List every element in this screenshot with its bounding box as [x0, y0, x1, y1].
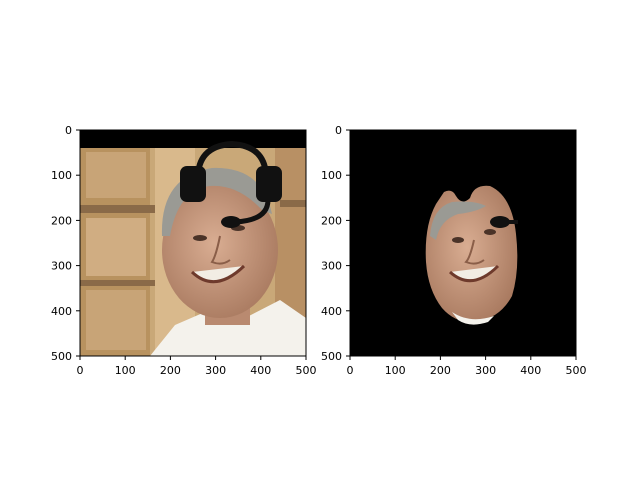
y-tick-label: 200 — [321, 214, 342, 227]
y-tick-label: 0 — [335, 124, 342, 137]
x-tick-label: 200 — [160, 364, 181, 377]
x-tick-label: 200 — [430, 364, 451, 377]
x-tick-label: 400 — [250, 364, 271, 377]
axis-ticks: 0 100 200 300 400 500 0 100 200 300 400 500 0 100 200 3… — [51, 124, 587, 377]
x-tick-label: 500 — [566, 364, 587, 377]
y-tick-label: 300 — [321, 260, 342, 273]
segmented-image — [350, 130, 576, 356]
photo-image — [80, 130, 306, 356]
x-tick-label: 400 — [520, 364, 541, 377]
axes-2 — [349, 129, 577, 357]
y-tick-label: 500 — [51, 350, 72, 363]
axes-1-frame — [79, 129, 307, 357]
x-tick-label: 0 — [77, 364, 84, 377]
x-tick-label: 100 — [115, 364, 136, 377]
axes-1 — [79, 129, 307, 357]
y-tick-label: 500 — [321, 350, 342, 363]
x-tick-label: 300 — [475, 364, 496, 377]
axes-2-frame — [349, 129, 577, 357]
y-tick-label: 100 — [51, 169, 72, 182]
y-tick-label: 200 — [51, 214, 72, 227]
y-tick-label: 100 — [321, 169, 342, 182]
y-tick-label: 400 — [51, 305, 72, 318]
x-tick-label: 300 — [205, 364, 226, 377]
x-tick-label: 100 — [385, 364, 406, 377]
y-tick-label: 400 — [321, 305, 342, 318]
x-tick-label: 0 — [347, 364, 354, 377]
y-tick-label: 0 — [65, 124, 72, 137]
x-tick-label: 500 — [296, 364, 317, 377]
y-tick-label: 300 — [51, 260, 72, 273]
